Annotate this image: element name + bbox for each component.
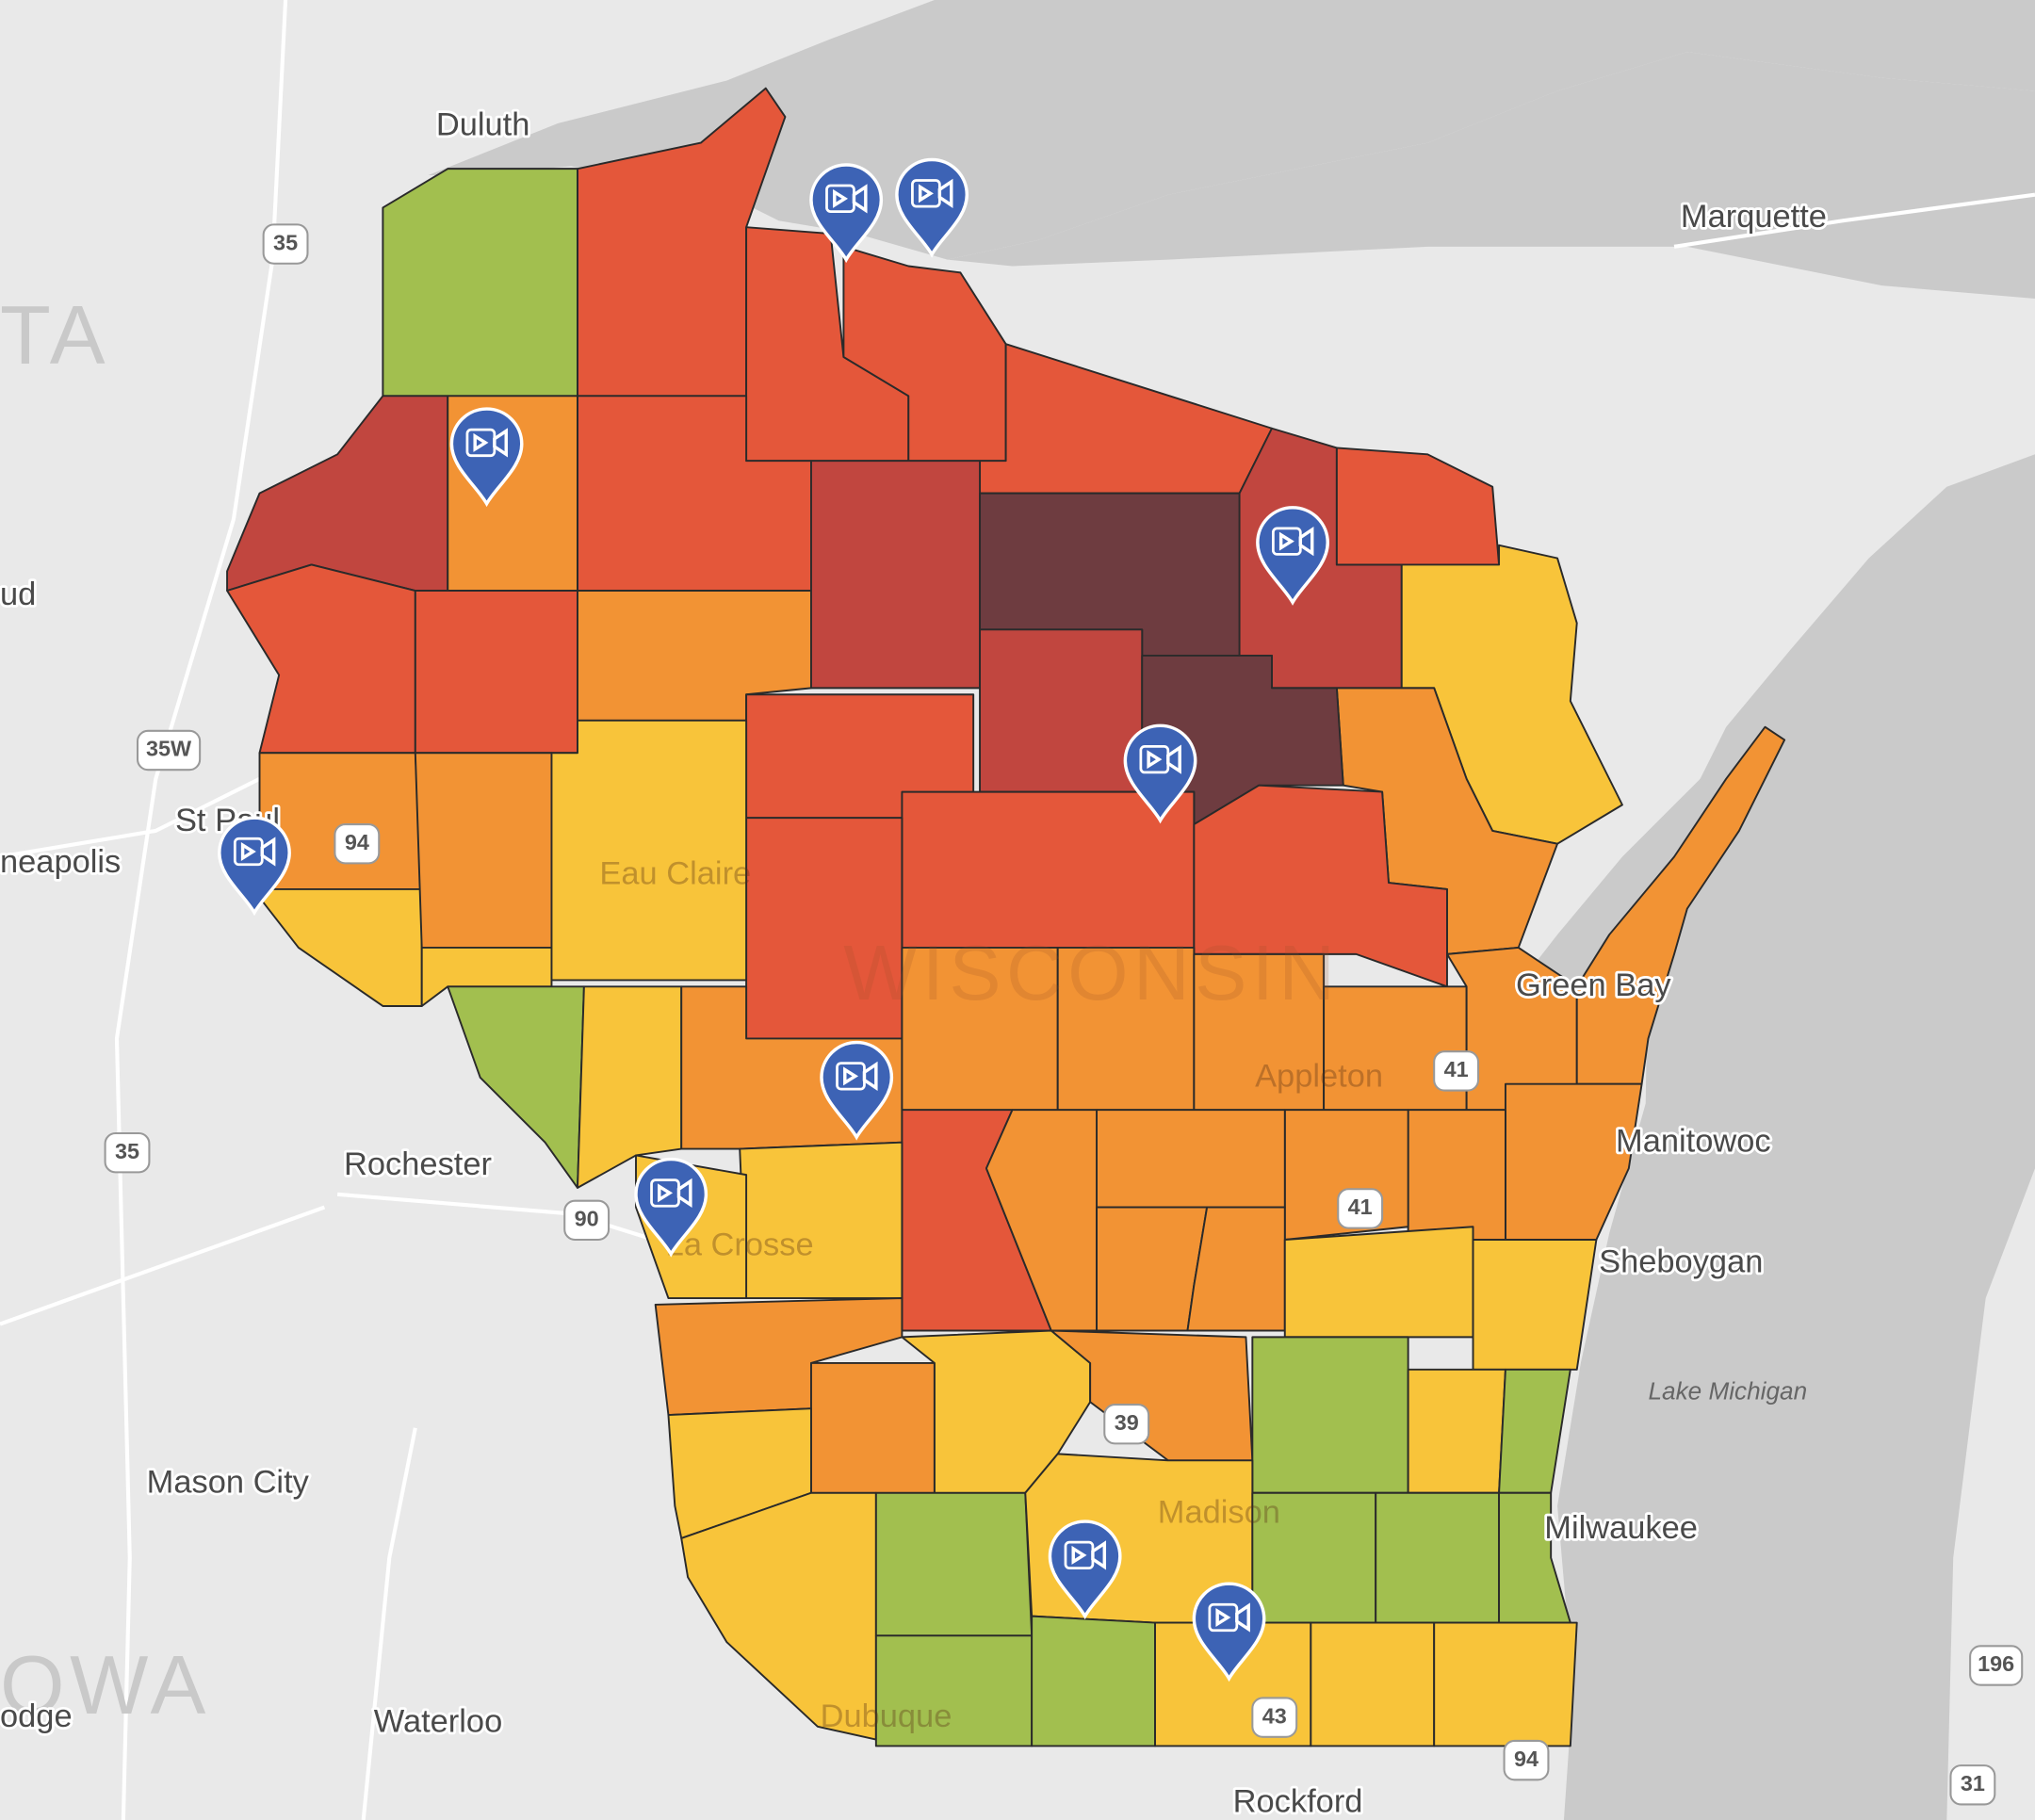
place-label: Marquette [1681,199,1827,235]
place-label: Manitowoc [1616,1123,1771,1159]
place-label: Eau Claire [599,855,751,891]
place-label: Rochester [344,1146,492,1182]
video-marker[interactable] [895,157,969,258]
water-label: Lake Michigan [1648,1377,1807,1406]
highway-shield: 35 [262,223,309,265]
video-marker[interactable] [1048,1519,1122,1620]
highway-shield: 43 [1251,1697,1298,1738]
highway-shield: 31 [1949,1764,1996,1806]
video-marker[interactable] [820,1040,894,1141]
place-label: La Crosse [666,1227,814,1263]
video-marker[interactable] [449,407,524,508]
shield-label: 39 [1115,1410,1139,1435]
region-label: TA [0,288,110,382]
shield-label: 196 [1978,1651,2014,1676]
shield-label: 35W [146,737,192,761]
video-marker[interactable] [634,1157,708,1258]
place-label: Appleton [1255,1058,1383,1094]
place-label: Dubuque [821,1698,952,1734]
lake-michigan [1557,454,2035,1820]
highway-shield: 196 [1969,1645,2024,1686]
place-label: Waterloo [374,1703,503,1739]
place-label: Rockford [1233,1784,1363,1820]
video-marker[interactable] [218,816,291,917]
shield-label: 94 [345,830,369,854]
green-bay-water [1511,753,1727,994]
highway-shield: 41 [1337,1188,1384,1229]
place-label: Green Bay [1516,967,1671,1003]
shield-label: 94 [1514,1747,1538,1771]
shield-label: 35 [115,1139,139,1163]
video-marker[interactable] [1256,506,1329,606]
place-label: Madison [1158,1494,1280,1530]
place-label: odge [0,1698,73,1734]
place-label: Sheboygan [1599,1243,1763,1279]
highway-shields: 35 35W 94 35 90 41 41 39 43 94 196 31 [104,223,2024,1806]
place-label: ud [0,577,36,612]
region-label: OWA [0,1638,211,1731]
place-label: Milwaukee [1544,1510,1698,1546]
shield-label: 31 [1961,1771,1985,1796]
region-label: WISCONSIN [843,929,1340,1016]
highway-shield: 41 [1433,1050,1480,1092]
highway-shield: 35W [136,729,202,772]
place-label: Duluth [436,106,530,142]
highway-shield: 35 [104,1131,151,1174]
place-label: neapolis [0,844,121,880]
shield-label: 43 [1262,1703,1287,1728]
lake-superior [947,52,2035,299]
place-label: Mason City [147,1465,310,1501]
video-marker[interactable] [1192,1582,1266,1682]
shield-label: 35 [273,230,298,254]
shield-label: 90 [575,1207,599,1231]
shield-label: 41 [1444,1057,1469,1081]
counties [226,87,1786,1747]
video-marker[interactable] [1123,723,1197,824]
highway-shield: 94 [334,823,381,865]
shield-label: 41 [1348,1194,1373,1219]
highway-shield: 94 [1503,1739,1550,1781]
highway-shield: 90 [563,1199,610,1242]
highway-shield: 39 [1103,1403,1150,1445]
video-marker[interactable] [809,163,884,264]
video-markers [218,157,1329,1682]
